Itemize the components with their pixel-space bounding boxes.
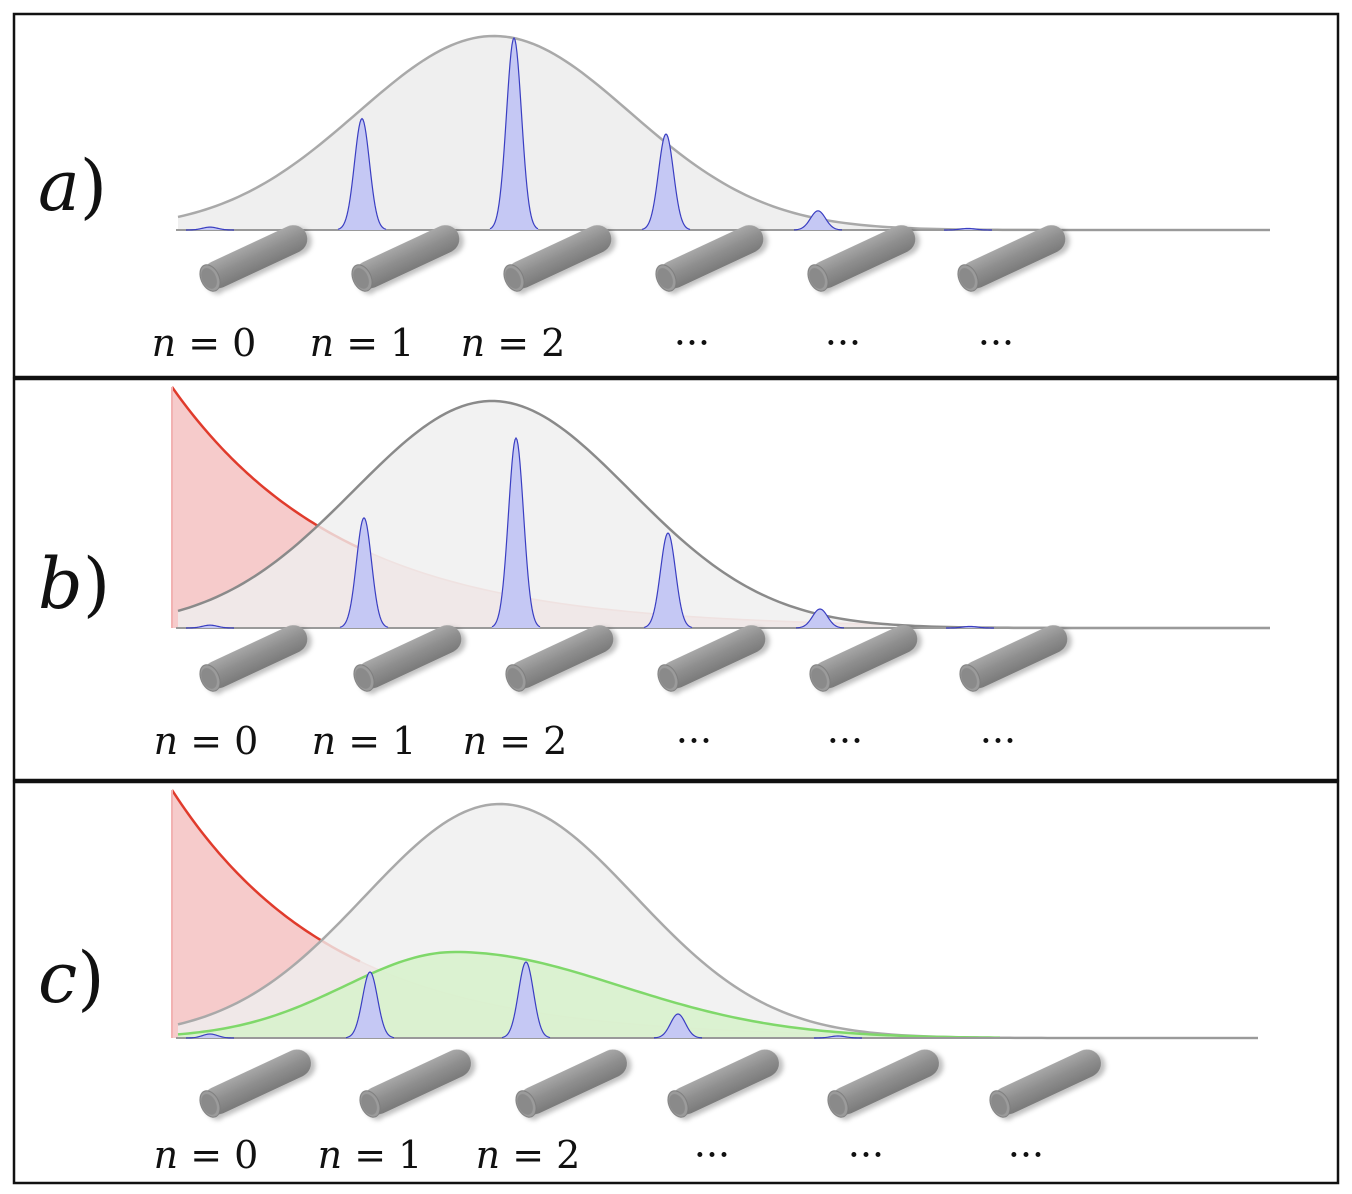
site-label-0: n = 0: [154, 719, 259, 763]
peak-n5-outline: [946, 625, 994, 629]
site-label-0: n = 0: [152, 321, 257, 365]
rod-site-2: [503, 225, 612, 292]
rod-site-3: [657, 625, 766, 692]
panel-label-a: a): [38, 145, 107, 227]
panel-b: b) n = 0 n = 1 n = 2 ··· ··· ···: [12, 377, 1340, 782]
peak-n3-outline: [641, 133, 691, 231]
panel-label-c: c): [38, 937, 105, 1019]
panel-border: [12, 780, 1340, 1185]
rod-site-5: [989, 1049, 1102, 1118]
rod-site-0: [199, 1049, 312, 1118]
rod-site-1: [359, 1049, 472, 1118]
site-label-1: n = 1: [310, 321, 415, 365]
site-label-3: ···: [676, 719, 712, 763]
rod-site-4: [807, 225, 916, 292]
panel-border: [12, 12, 1340, 379]
rod-site-2: [505, 625, 614, 692]
rod-site-5: [959, 625, 1068, 692]
green-curve-fill: [178, 952, 1000, 1038]
rod-site-2: [515, 1049, 628, 1118]
panel-border: [12, 377, 1340, 782]
site-label-4: ···: [848, 1133, 884, 1177]
envelope-fill: [178, 36, 1270, 230]
peak-n2-outline: [491, 436, 541, 628]
peak-n0-outline: [185, 624, 235, 629]
peak-n4-outline: [793, 210, 843, 231]
panel-label-b: b): [38, 543, 110, 625]
site-label-2: n = 2: [476, 1133, 581, 1177]
panel-a: a) n = 0 n = 1 n = 2 ··· ··· ···: [12, 12, 1340, 379]
peak-n4-outline: [795, 608, 845, 629]
green-curve-line: [177, 950, 1001, 1039]
site-label-5: ···: [1008, 1133, 1044, 1177]
site-label-5: ···: [978, 321, 1014, 365]
peak-n2-outline: [489, 36, 539, 230]
site-label-3: ···: [674, 321, 710, 365]
peak-n5-outline: [944, 227, 992, 231]
peak-n1-outline: [339, 516, 389, 628]
panel-c: c) n = 0 n = 1 n = 2 ··· ··· ···: [12, 780, 1340, 1185]
site-label-3: ···: [694, 1133, 730, 1177]
envelope-fill: [178, 401, 1270, 628]
peak-n0-outline: [185, 1033, 235, 1039]
site-label-0: n = 0: [154, 1133, 259, 1177]
rod-site-4: [827, 1049, 940, 1118]
peak-n1-outline: [337, 117, 387, 230]
site-label-2: n = 2: [461, 321, 566, 365]
rod-site-3: [667, 1049, 780, 1118]
site-label-2: n = 2: [463, 719, 568, 763]
rod-site-1: [351, 225, 460, 292]
site-label-1: n = 1: [312, 719, 417, 763]
rod-site-4: [809, 625, 918, 692]
site-label-5: ···: [980, 719, 1016, 763]
site-label-4: ···: [827, 719, 863, 763]
rod-site-0: [199, 625, 308, 692]
rod-site-1: [353, 625, 462, 692]
peak-n1-outline: [345, 971, 395, 1039]
peak-n3-outline: [643, 532, 693, 629]
rod-site-0: [199, 225, 308, 292]
peak-n4-outline: [813, 1035, 863, 1039]
peak-n3-outline: [653, 1013, 703, 1039]
rod-site-3: [655, 225, 764, 292]
site-label-1: n = 1: [318, 1133, 423, 1177]
peak-n0-outline: [185, 226, 235, 231]
peak-n2-outline: [501, 961, 551, 1039]
site-label-4: ···: [825, 321, 861, 365]
rod-site-5: [957, 225, 1066, 292]
